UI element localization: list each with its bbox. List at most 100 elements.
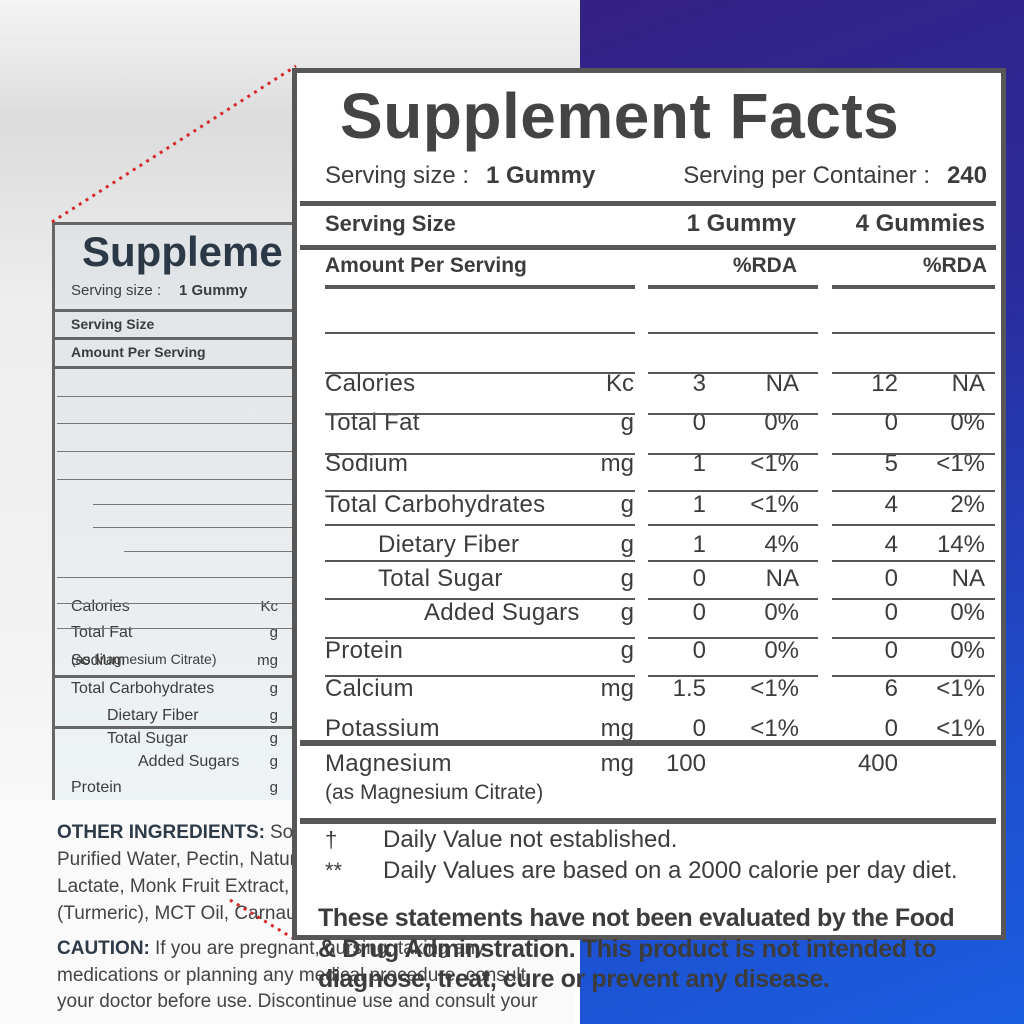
bottle-serving: 1 Gummy [179,282,248,299]
unit: g [620,636,634,664]
bottle-nutrient: Dietary Fiber [107,707,199,725]
rule [832,637,995,639]
unit: g [620,564,634,592]
rule [57,478,295,480]
rule [832,490,995,492]
rda: NA [765,564,799,592]
amount: 0 [884,408,898,436]
amount: 100 [665,749,706,777]
rule [648,331,818,334]
rda: <1% [936,674,985,702]
rule [124,551,295,552]
statement-line: diagnose, treat, cure or prevent any dis… [318,965,830,993]
rule [648,453,818,455]
zoom-line [51,64,297,224]
rule [325,490,635,492]
amount: 4 [884,490,898,518]
servings-label: Serving per Container : [683,161,930,189]
bottle-subheader: Amount Per Serving [71,343,206,360]
amount: 0 [692,598,706,626]
bottle-unit: g [269,624,278,641]
subheader-cell: %RDA [922,254,987,278]
bottle-unit: g [269,730,278,747]
ingredients-line: Lactate, Monk Fruit Extract, S [57,875,308,897]
caution-line: your doctor before use. Discontinue use … [57,990,538,1012]
bottle-nutrient: Protein [71,779,122,797]
nutrient-name: Calories [325,369,416,397]
subheader-cell: %RDA [732,254,797,278]
unit: g [620,530,634,558]
rda: <1% [750,714,799,742]
rule [325,331,635,334]
subheader-cell: Amount Per Serving [325,254,527,278]
amount: 0 [692,564,706,592]
rule [300,740,996,746]
rda: NA [951,369,985,397]
rda: 2% [950,490,985,518]
amount: 0 [692,714,706,742]
ingredients-line: (Turmeric), MCT Oil, Carnauba [57,902,318,924]
amount: 0 [884,598,898,626]
rule [832,412,995,415]
rda: 0% [764,636,799,664]
header-cell: Serving Size [325,210,456,236]
rule [648,598,818,600]
rule [55,337,295,340]
rule [648,371,818,374]
rule [648,490,818,492]
servings: 240 [946,161,987,189]
unit: mg [600,749,634,777]
unit: g [620,598,634,626]
bottle-label: Suppleme Serving size : 1 Gummy Serving Siz… [52,222,295,805]
header-cell: 1 Gummy [686,209,796,237]
serving-size-label: Serving size : [325,161,470,189]
bottle-header: Serving Size [71,315,155,332]
bottle-unit: g [269,779,278,796]
rule [57,628,295,629]
bottle-note: (as Magnesium Citrate) [71,650,217,667]
amount: 0 [884,636,898,664]
rule [57,602,295,604]
unit: Kc [605,369,634,397]
rule [55,726,295,729]
rule [832,371,995,374]
nutrient-name: Potassium [325,714,440,742]
footnote-text: Daily Value not established. [383,825,678,853]
rule [325,560,635,562]
rule [832,453,995,455]
unit: g [620,490,634,518]
amount: 0 [884,564,898,592]
rule [57,576,295,578]
ingredients-line: Purified Water, Pectin, Natura [57,848,307,870]
bottle-unit: Kc [260,598,278,615]
rule [325,285,635,289]
nutrient-name: Protein [325,636,404,664]
nutrient-name: Magnesium [325,749,452,777]
amount: 3 [692,369,706,397]
rule [55,366,295,369]
amount: 0 [884,714,898,742]
rule [93,526,295,528]
nutrient-note: (as Magnesium Citrate) [325,781,544,805]
amount: 6 [884,674,898,702]
unit: mg [600,674,634,702]
rda: <1% [750,674,799,702]
rule [93,503,295,505]
rda: NA [951,564,985,592]
rule [325,524,635,526]
rda: NA [765,369,799,397]
bottle-title: Suppleme [82,227,283,275]
rule [300,245,996,250]
rule [325,371,635,374]
bottle-nutrient: Added Sugars [138,753,240,771]
nutrient-name: Total Carbohydrates [325,490,546,518]
bottle-unit: g [269,753,278,770]
rule [648,524,818,526]
rule [325,674,635,677]
rule [648,285,818,289]
bottle-serving-label: Serving size : [71,282,162,299]
amount: 0 [692,408,706,436]
rule [325,453,635,455]
